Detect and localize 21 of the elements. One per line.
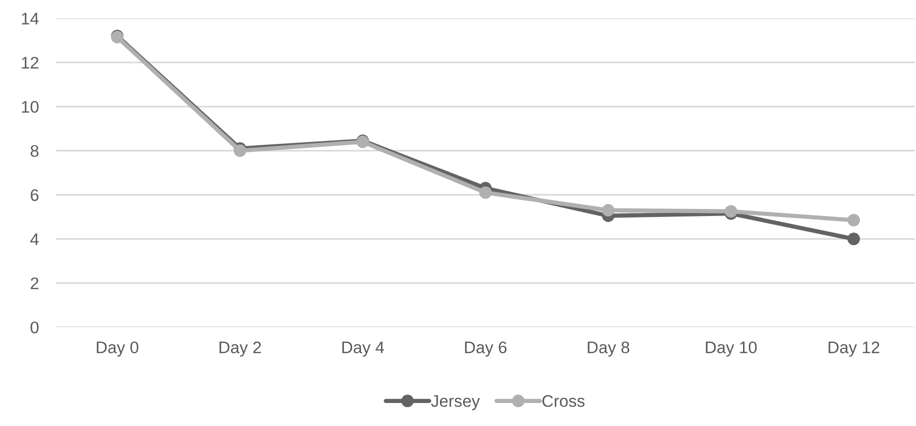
x-tick-label: Day 2	[220, 341, 261, 357]
point	[479, 186, 492, 199]
x-tick-label: Day 8	[588, 341, 630, 357]
y-tick-label: 6	[30, 189, 38, 202]
legend-label: Cross	[542, 395, 585, 407]
point	[847, 214, 860, 226]
x-tick-label: Day 4	[342, 342, 384, 357]
y-tick-label: 12	[22, 56, 38, 68]
point	[847, 232, 860, 246]
point	[602, 204, 614, 216]
y-tick-label: 4	[30, 234, 39, 245]
x-tick-label: Day 10	[706, 341, 757, 357]
x-tick-label: Day 0	[96, 341, 138, 357]
y-tick-label: 0	[30, 322, 39, 334]
x-tick-label: Day 6	[465, 341, 507, 357]
y-tick-label: 14	[22, 12, 39, 24]
y-tick-label: 2	[30, 277, 38, 290]
y-tick-label: 10	[22, 100, 39, 113]
legend-label: Jersey	[431, 395, 480, 410]
y-tick-label: 8	[30, 145, 38, 157]
x-tick-label: Day 12	[828, 341, 880, 357]
